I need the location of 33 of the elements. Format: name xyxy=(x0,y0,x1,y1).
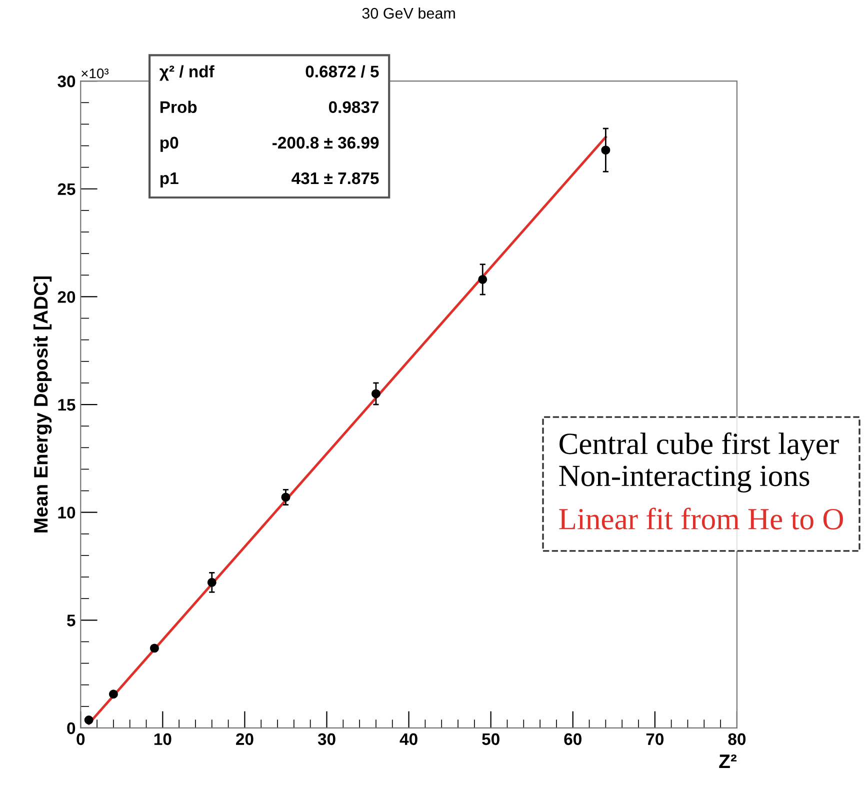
y-tick-label: 25 xyxy=(58,183,76,196)
x-tick-label: 50 xyxy=(482,733,500,746)
text: ×10³ xyxy=(82,68,109,78)
annotation: p1 xyxy=(160,172,178,188)
y-tick-label: 0 xyxy=(67,722,76,734)
annotation: -200.8 ± 36.99 xyxy=(272,136,379,149)
y-tick-label: 5 xyxy=(67,614,76,626)
y-tick-label: 15 xyxy=(58,399,76,411)
point xyxy=(108,690,118,699)
x-tick-label: 30 xyxy=(318,733,336,746)
y-tick-label: 30 xyxy=(58,75,76,88)
point xyxy=(150,644,159,653)
x-tick-label: 60 xyxy=(564,733,582,746)
x-tick-label: 0 xyxy=(76,733,85,746)
text: χ² / ndf xyxy=(159,65,214,81)
text: 0.6872 / 5 xyxy=(306,65,379,78)
x-tick-label: 20 xyxy=(236,733,254,746)
x-tick-label: 40 xyxy=(400,733,418,746)
annotation: 0.9837 xyxy=(328,101,379,114)
x-tick-label: 80 xyxy=(728,733,746,746)
text: Central cube first layer Non-interacting ions xyxy=(559,432,839,493)
point xyxy=(84,715,94,724)
x-tick-label: 70 xyxy=(646,733,664,746)
annotation: p0 xyxy=(160,136,178,152)
y-axis-title: Mean Energy Deposit [ADC] xyxy=(33,276,52,532)
annotation: 431 ± 7.875 xyxy=(292,172,379,184)
x-axis-title: Z² xyxy=(719,754,737,768)
annotation: Prob xyxy=(160,100,197,114)
y-tick-label: 20 xyxy=(58,291,76,303)
y-tick-label: 10 xyxy=(58,506,76,519)
chart-title: 30 GeV beam xyxy=(362,7,455,19)
x-tick-label: 10 xyxy=(154,733,172,746)
text: Linear fit from He to O xyxy=(559,508,843,530)
